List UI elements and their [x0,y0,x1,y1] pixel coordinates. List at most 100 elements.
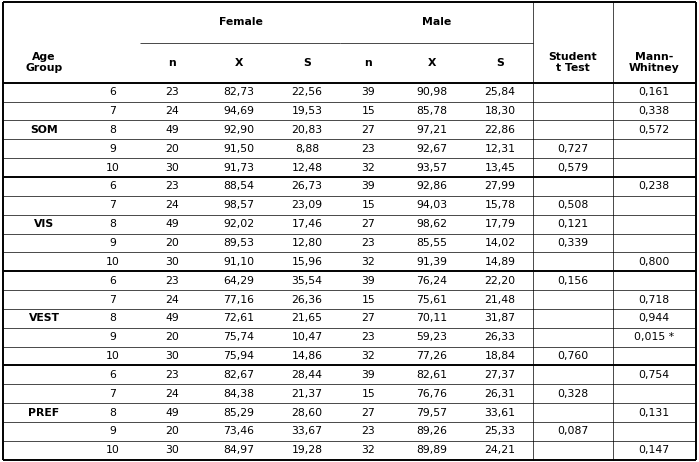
Text: 27: 27 [361,407,375,418]
Text: 0,156: 0,156 [557,276,589,286]
Text: 10,47: 10,47 [291,332,323,342]
Text: 6: 6 [109,87,116,97]
Text: S: S [303,58,311,68]
Text: 15: 15 [361,201,375,210]
Text: 0,572: 0,572 [638,125,670,135]
Text: 9: 9 [109,238,116,248]
Text: Male: Male [422,18,452,27]
Text: 24: 24 [165,294,179,304]
Text: 85,29: 85,29 [223,407,254,418]
Text: 7: 7 [109,389,116,399]
Text: Female: Female [219,18,262,27]
Text: 24: 24 [165,106,179,116]
Text: 15,96: 15,96 [291,257,323,267]
Text: 6: 6 [109,276,116,286]
Text: S: S [496,58,504,68]
Text: 0,760: 0,760 [557,351,589,361]
Text: 14,89: 14,89 [484,257,515,267]
Text: 72,61: 72,61 [223,313,254,323]
Text: n: n [168,58,176,68]
Text: 12,31: 12,31 [484,144,515,154]
Text: 23: 23 [165,87,179,97]
Text: 8,88: 8,88 [295,144,319,154]
Text: 25,33: 25,33 [484,426,515,437]
Text: 19,28: 19,28 [291,445,323,455]
Text: 84,97: 84,97 [223,445,254,455]
Text: 23: 23 [165,182,179,191]
Text: 0,147: 0,147 [638,445,670,455]
Text: 91,10: 91,10 [223,257,254,267]
Text: 76,24: 76,24 [416,276,447,286]
Text: 26,33: 26,33 [484,332,515,342]
Text: 64,29: 64,29 [223,276,254,286]
Text: 17,46: 17,46 [291,219,323,229]
Text: 8: 8 [109,125,116,135]
Text: 14,86: 14,86 [291,351,323,361]
Text: PREF: PREF [29,407,59,418]
Text: 8: 8 [109,407,116,418]
Text: Mann-
Whitney: Mann- Whitney [628,52,679,73]
Text: X: X [427,58,435,68]
Text: 28,44: 28,44 [291,370,323,380]
Text: 0,339: 0,339 [557,238,589,248]
Text: 21,48: 21,48 [484,294,515,304]
Text: 92,67: 92,67 [416,144,447,154]
Text: 22,56: 22,56 [291,87,323,97]
Text: 0,015 *: 0,015 * [634,332,674,342]
Text: 79,57: 79,57 [416,407,447,418]
Text: 92,02: 92,02 [223,219,254,229]
Text: 24,21: 24,21 [484,445,515,455]
Text: 25,84: 25,84 [484,87,515,97]
Text: 33,67: 33,67 [291,426,323,437]
Text: 15: 15 [361,106,375,116]
Text: 27: 27 [361,125,375,135]
Text: 0,508: 0,508 [557,201,589,210]
Text: 77,26: 77,26 [416,351,447,361]
Text: 39: 39 [361,182,375,191]
Text: 7: 7 [109,294,116,304]
Text: VIS: VIS [34,219,54,229]
Text: 18,84: 18,84 [484,351,515,361]
Text: Age
Group: Age Group [25,52,63,73]
Text: 26,31: 26,31 [484,389,515,399]
Text: 6: 6 [109,370,116,380]
Text: 23: 23 [165,370,179,380]
Text: 35,54: 35,54 [291,276,323,286]
Text: Student
t Test: Student t Test [549,52,597,73]
Text: 20: 20 [165,426,179,437]
Text: 20: 20 [165,144,179,154]
Text: 89,26: 89,26 [416,426,447,437]
Text: 90,98: 90,98 [416,87,447,97]
Text: 92,86: 92,86 [416,182,447,191]
Text: 12,80: 12,80 [291,238,323,248]
Text: 0,718: 0,718 [638,294,670,304]
Text: 49: 49 [165,219,179,229]
Text: 30: 30 [165,351,179,361]
Text: 70,11: 70,11 [416,313,447,323]
Text: 19,53: 19,53 [291,106,323,116]
Text: 18,30: 18,30 [484,106,516,116]
Text: 73,46: 73,46 [223,426,254,437]
Text: 0,121: 0,121 [557,219,589,229]
Text: 98,57: 98,57 [223,201,254,210]
Text: 24: 24 [165,201,179,210]
Text: 15,78: 15,78 [484,201,515,210]
Text: 89,53: 89,53 [223,238,254,248]
Text: VEST: VEST [29,313,59,323]
Text: 0,579: 0,579 [557,163,589,173]
Text: 0,131: 0,131 [638,407,670,418]
Text: 32: 32 [361,163,375,173]
Text: 91,73: 91,73 [223,163,254,173]
Text: 22,86: 22,86 [484,125,515,135]
Text: 27,99: 27,99 [484,182,515,191]
Text: 7: 7 [109,201,116,210]
Text: 85,78: 85,78 [416,106,447,116]
Text: 75,94: 75,94 [223,351,254,361]
Text: 8: 8 [109,313,116,323]
Text: 82,67: 82,67 [223,370,254,380]
Text: 0,238: 0,238 [638,182,670,191]
Text: 82,73: 82,73 [223,87,254,97]
Text: 7: 7 [109,106,116,116]
Text: 10: 10 [106,445,120,455]
Text: 85,55: 85,55 [416,238,447,248]
